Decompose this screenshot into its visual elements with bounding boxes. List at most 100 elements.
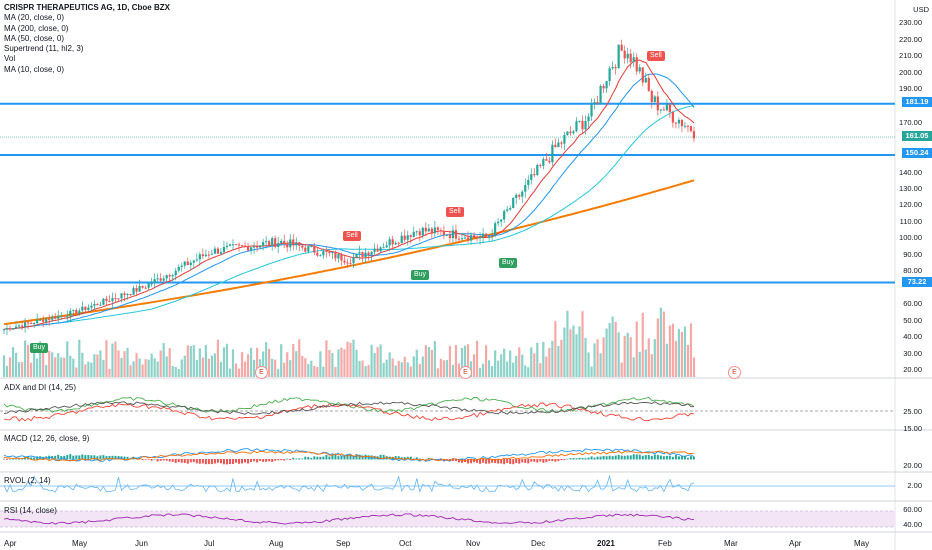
candle-body <box>481 233 485 237</box>
candle-body <box>75 309 78 314</box>
indicator-ma20[interactable]: MA (20, close, 0) <box>4 13 65 23</box>
candle-body <box>463 237 467 239</box>
rvol-pane-label[interactable]: RVOL (2, 14) <box>4 476 51 485</box>
volume-bar <box>424 345 427 377</box>
candle-body <box>593 102 596 105</box>
indicator-supertrend[interactable]: Supertrend (11, hl2, 3) <box>4 44 84 54</box>
indicator-ma200[interactable]: MA (200, close, 0) <box>4 23 69 33</box>
candle-body <box>472 235 476 238</box>
volume-bar <box>33 351 36 377</box>
macd-histogram-bar <box>313 456 316 460</box>
candle-body <box>358 252 361 254</box>
candle-body <box>286 243 289 248</box>
candle-body <box>518 194 521 197</box>
volume-bar <box>274 359 277 377</box>
volume-bar <box>436 368 439 377</box>
volume-bar <box>364 366 367 377</box>
macd-histogram-bar <box>460 459 463 463</box>
earnings-event-icon[interactable]: E <box>459 366 472 379</box>
candle-body <box>668 104 671 113</box>
candle-body <box>93 303 96 306</box>
volume-bar <box>563 327 566 377</box>
candle-body <box>39 319 42 321</box>
macd-histogram-bar <box>331 454 334 460</box>
macd-histogram-bar <box>165 459 168 461</box>
currency-label[interactable]: USD <box>913 5 929 14</box>
volume-bar <box>141 364 144 377</box>
candle-body <box>331 252 334 254</box>
candle-body <box>249 247 253 251</box>
candle-body <box>650 91 653 103</box>
candle-body <box>132 287 135 295</box>
candle-body <box>512 197 515 209</box>
candle-body <box>475 237 479 239</box>
macd-histogram-bar <box>554 459 557 462</box>
macd-histogram-bar <box>536 459 539 463</box>
candle-body <box>563 135 566 144</box>
candle-body <box>394 242 397 245</box>
macd-histogram-bar <box>587 457 590 460</box>
candle-body <box>246 245 250 251</box>
volume-bar <box>147 359 150 377</box>
volume-bar <box>346 341 349 377</box>
macd-histogram-bar <box>15 458 18 460</box>
macd-histogram-bar <box>545 459 548 463</box>
candle-body <box>632 57 635 63</box>
volume-bar <box>60 357 63 377</box>
candle-body <box>674 122 678 124</box>
candle-body <box>186 261 189 266</box>
volume-bar <box>391 358 394 377</box>
volume-bar <box>117 350 120 377</box>
candle-body <box>665 104 668 111</box>
volume-bar <box>186 345 189 377</box>
candle-body <box>689 126 693 132</box>
volume-bar <box>500 354 503 377</box>
macd-histogram-bar <box>322 456 325 460</box>
candle-body <box>623 50 626 59</box>
symbol-title[interactable]: CRISPR THERAPEUTICS AG, 1D, Cboe BZX <box>4 3 170 12</box>
rsi-tick: 60.00 <box>903 505 922 514</box>
candle-body <box>123 293 126 296</box>
macd-histogram-bar <box>491 459 494 463</box>
indicator-ma10[interactable]: MA (10, close, 0) <box>4 64 65 74</box>
rsi-pane-label[interactable]: RSI (14, close) <box>4 506 57 515</box>
candle-body <box>442 231 446 236</box>
volume-bar <box>442 360 446 377</box>
volume-bar <box>409 366 412 377</box>
macd-histogram-bar <box>650 455 653 460</box>
candle-body <box>494 223 497 236</box>
candle-body <box>8 328 12 330</box>
volume-bar <box>228 368 232 377</box>
candle-body <box>81 306 84 311</box>
volume-bar <box>575 334 578 377</box>
volume-bar <box>605 328 608 377</box>
price-tick: 140.00 <box>899 168 922 177</box>
candle-body <box>421 227 424 236</box>
price-tick: 90.00 <box>903 250 922 259</box>
macd-histogram-bar <box>539 459 542 462</box>
candle-body <box>617 44 620 69</box>
volume-bar <box>30 362 33 377</box>
candle-body <box>584 121 587 130</box>
volume-bar <box>587 352 590 377</box>
volume-bar <box>207 358 210 377</box>
indicator-ma50[interactable]: MA (50, close, 0) <box>4 33 65 43</box>
candle-body <box>207 254 210 256</box>
volume-bar <box>304 358 307 377</box>
macd-pane-label[interactable]: MACD (12, 26, close, 9) <box>4 434 90 443</box>
candle-body <box>334 252 337 259</box>
macd-histogram-bar <box>521 459 524 463</box>
volume-bar <box>418 363 421 377</box>
candle-body <box>418 231 421 236</box>
earnings-event-icon[interactable]: E <box>728 366 741 379</box>
candle-body <box>17 325 21 327</box>
earnings-event-icon[interactable]: E <box>255 366 268 379</box>
macd-histogram-bar <box>141 459 144 461</box>
macd-histogram-bar <box>647 454 650 460</box>
candle-body <box>397 242 400 244</box>
volume-bar <box>144 359 147 377</box>
indicator-vol[interactable]: Vol <box>4 54 16 64</box>
macd-histogram-bar <box>352 455 355 460</box>
adx-pane-label[interactable]: ADX and DI (14, 25) <box>4 383 77 392</box>
